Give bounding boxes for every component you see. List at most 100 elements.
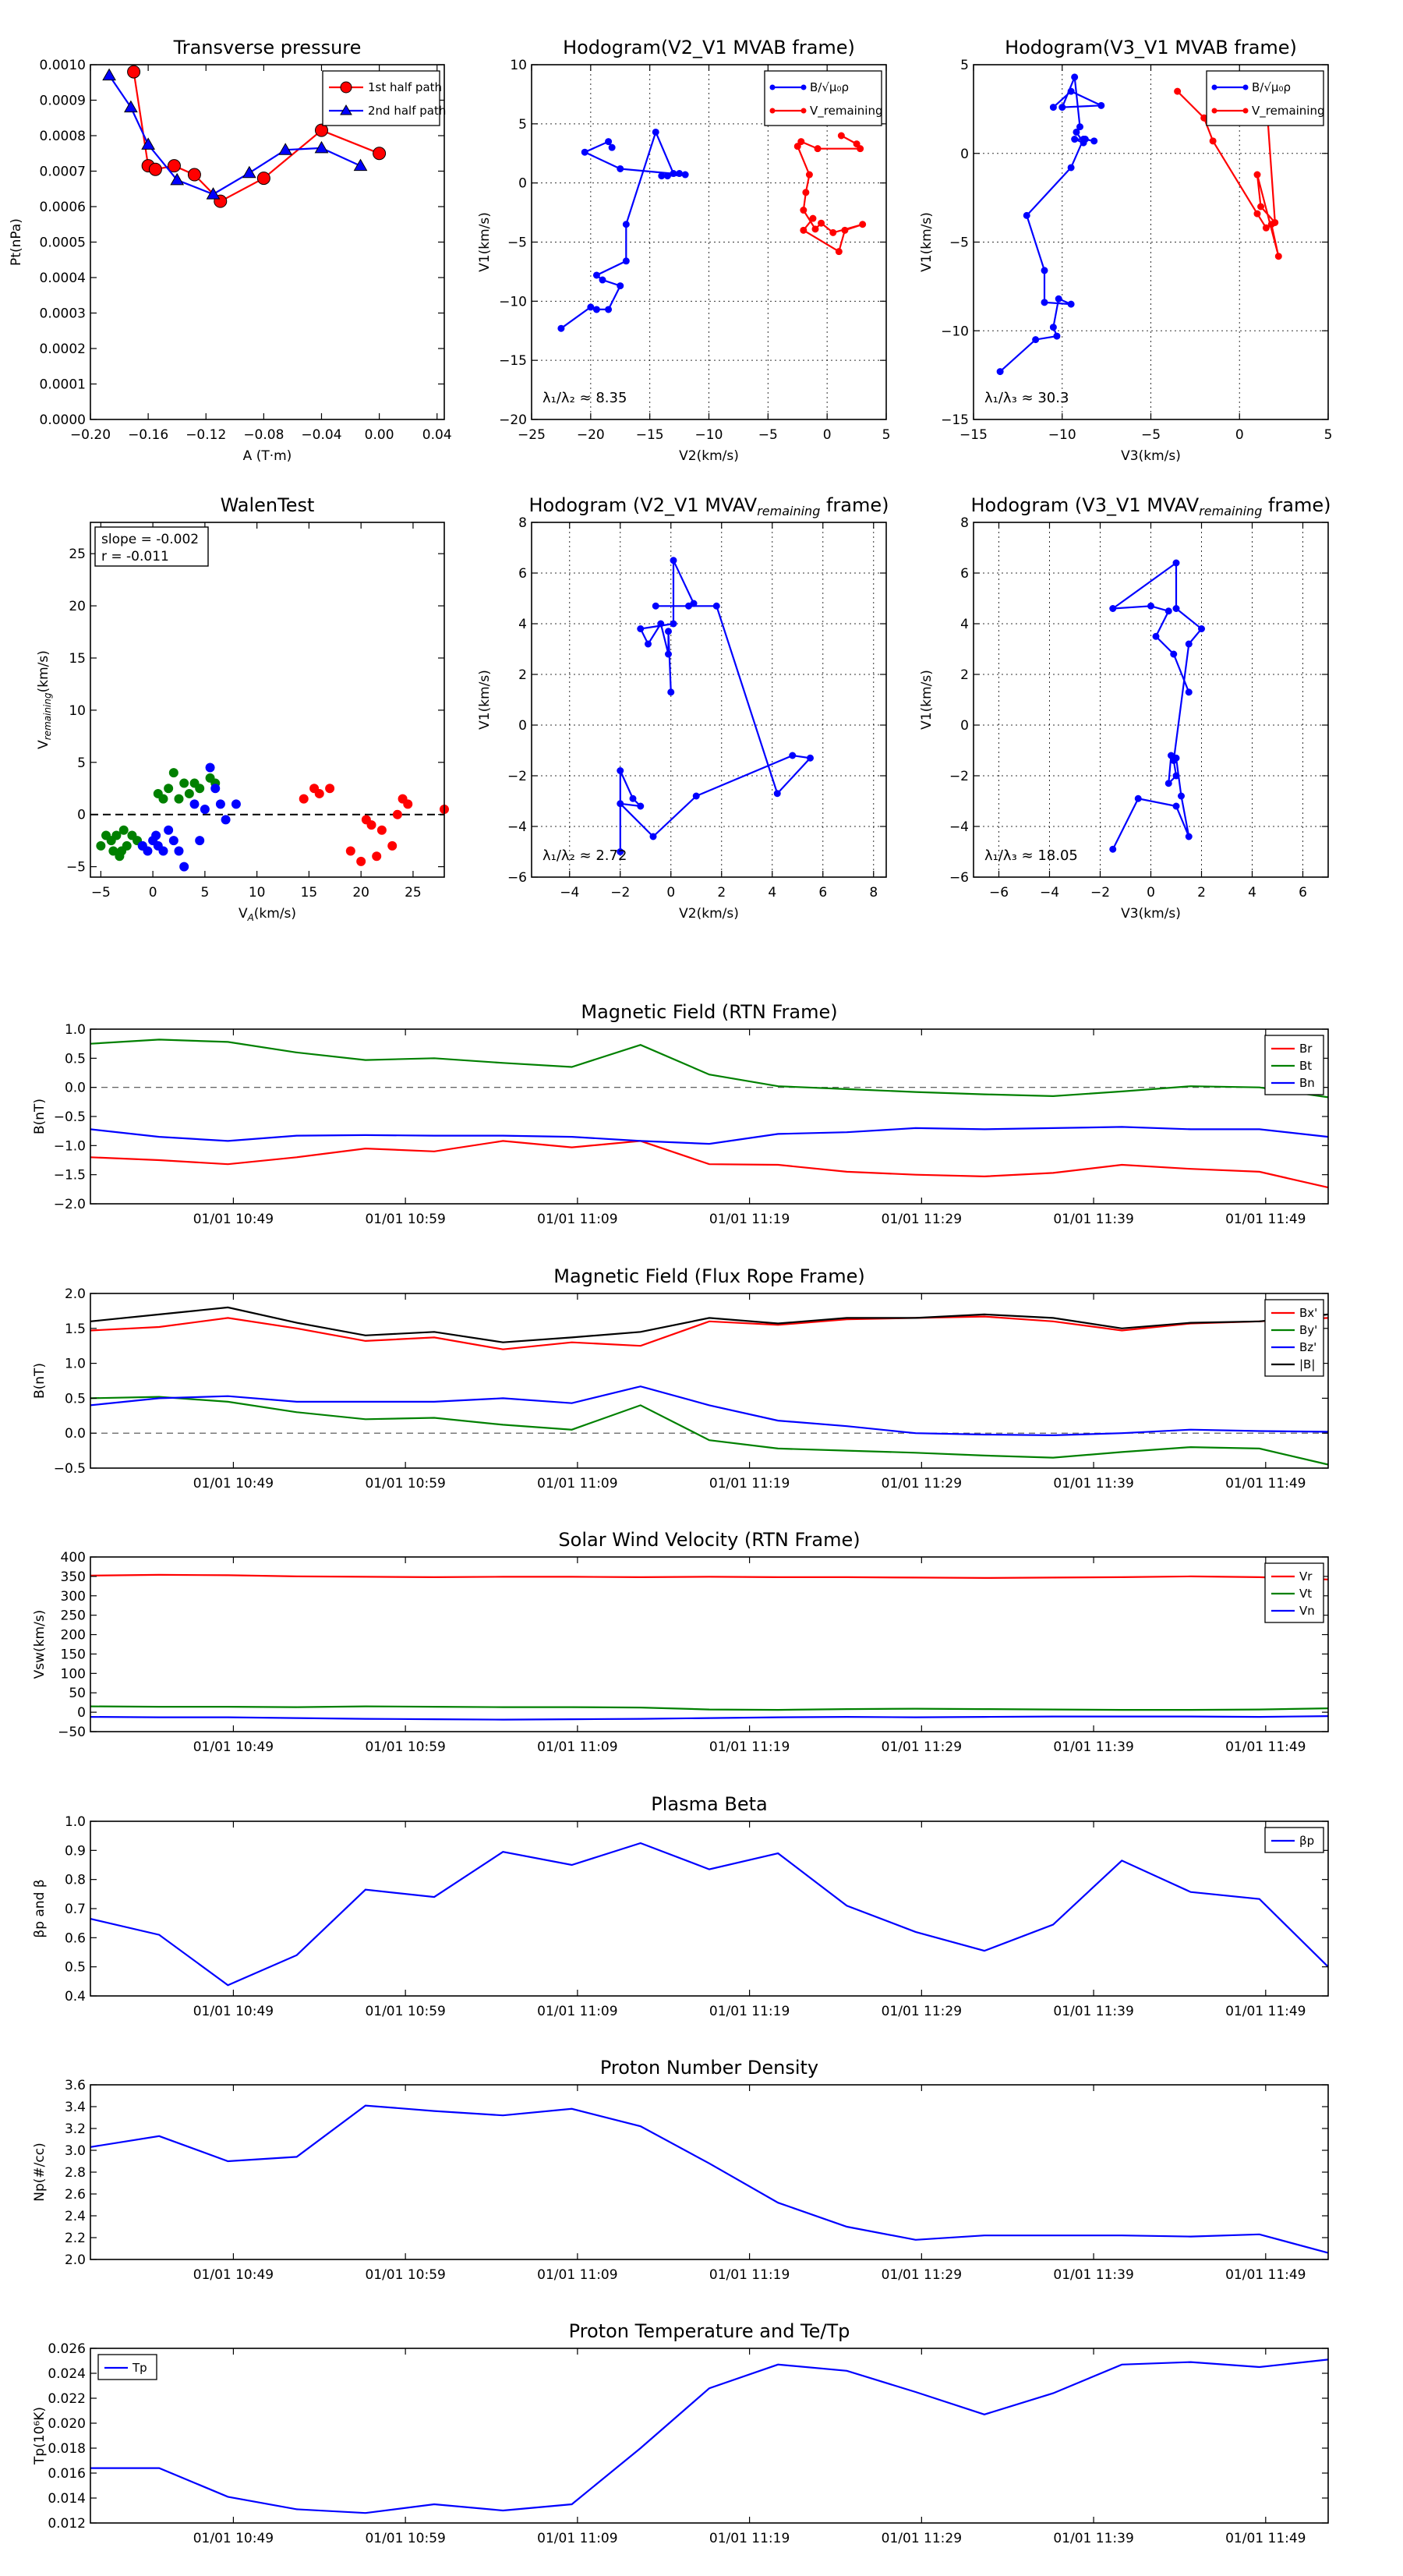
plasma-beta-series-0-line <box>90 1842 1329 1987</box>
hodogram-v2-v1-mvab-series-1-point-5 <box>793 143 801 150</box>
walen-test-series-2-point-4 <box>345 846 355 856</box>
hodogram-v3-v1-mvab-ytick-label-0: −15 <box>941 412 969 428</box>
magnetic-field-rtn-title: Magnetic Field (RTN Frame) <box>581 1001 837 1023</box>
magnetic-field-rtn-xtick-label-3: 01/01 11:19 <box>709 1212 790 1227</box>
hodogram-v2-v1-mvav-ytick-label-1: −4 <box>507 819 527 835</box>
proton-number-density-ytick-label-7: 3.4 <box>65 2100 86 2115</box>
plasma-beta-xtick-label-6: 01/01 11:49 <box>1225 2004 1306 2019</box>
solar-wind-velocity-ylabel: Vsw(km/s) <box>32 1610 48 1679</box>
hodogram-v2-v1-mvav-xtick-label-0: −4 <box>560 885 579 901</box>
transverse-pressure-series-0-point-3 <box>167 159 181 173</box>
walen-test-xtick-label-0: −5 <box>91 885 111 901</box>
hodogram-v3-v1-mvav-series-0 <box>1109 559 1205 853</box>
magnetic-field-rtn-series-0 <box>90 1140 1329 1189</box>
transverse-pressure-ytick-label-1: 0.0001 <box>40 377 86 393</box>
hodogram-v2-v1-mvab-series-1-point-0 <box>837 132 845 140</box>
hodogram-v2-v1-mvab-series-0-point-12 <box>658 172 666 180</box>
hodogram-v2-v1-mvab-ylabel: V1(km/s) <box>477 212 493 272</box>
hodogram-v2-v1-mvab-series-0-point-18 <box>608 143 616 151</box>
hodogram-v3-v1-mvab-series-0-point-4 <box>1055 295 1062 303</box>
proton-temperature-ytick-label-4: 0.020 <box>48 2416 86 2432</box>
magnetic-field-rtn-series-2 <box>90 1126 1329 1145</box>
hodogram-v2-v1-mvav-series-0-point-1 <box>617 767 624 774</box>
transverse-pressure-xtick-label-6: 0.04 <box>422 427 452 443</box>
hodogram-v2-v1-mvab-series-1-point-12 <box>859 221 867 228</box>
walen-test-title: WalenTest <box>221 494 315 516</box>
walen-test-series-2-point-5 <box>356 856 366 866</box>
magnetic-field-rtn-xtick-label-0: 01/01 10:49 <box>193 1212 274 1227</box>
plasma-beta-xtick-label-5: 01/01 11:39 <box>1053 2004 1133 2019</box>
proton-number-density-xtick-label-6: 01/01 11:49 <box>1225 2267 1306 2283</box>
hodogram-v2-v1-mvab-xtick-label-6: 5 <box>882 427 891 443</box>
hodogram-v3-v1-mvav-series-0-line <box>1110 561 1203 850</box>
proton-temperature-ytick-label-1: 0.014 <box>48 2491 86 2507</box>
hodogram-v3-v1-mvab-panel: Hodogram(V3_V1 MVAB frame) −15 −10 −5 0 5 −15 −… <box>919 37 1332 464</box>
solar-wind-velocity-ytick-label-6: 250 <box>61 1608 86 1624</box>
hodogram-v3-v1-mvav-series-0-point-0 <box>1109 845 1117 853</box>
magnetic-field-flux-rope-ytick-label-5: 2.0 <box>65 1286 86 1302</box>
hodogram-v3-v1-mvav-xtick-label-4: 2 <box>1197 885 1206 901</box>
solar-wind-velocity-ytick-label-9: 400 <box>61 1550 86 1566</box>
solar-wind-velocity-xtick-label-5: 01/01 11:39 <box>1053 1739 1133 1755</box>
magnetic-field-flux-rope-legend-label-2: Bz' <box>1299 1340 1316 1354</box>
proton-number-density-xtick-label-0: 01/01 10:49 <box>193 2267 274 2283</box>
magnetic-field-rtn-ytick-label-1: −1.5 <box>54 1168 86 1184</box>
walen-test-series-0-point-13 <box>158 794 168 804</box>
proton-number-density-frame <box>90 2084 1329 2260</box>
magnetic-field-rtn-ytick-label-0: −2.0 <box>54 1197 86 1212</box>
hodogram-v3-v1-mvab-series-0-point-1 <box>1032 336 1040 344</box>
hodogram-v3-v1-mvab-series-0-point-2 <box>1053 332 1061 340</box>
walen-test-series-1-point-11 <box>195 836 205 846</box>
transverse-pressure-legend-marker-1 <box>340 104 352 115</box>
proton-number-density-ytick-label-6: 3.2 <box>65 2121 86 2137</box>
magnetic-field-rtn-legend-label-2: Bn <box>1299 1076 1315 1090</box>
hodogram-v2-v1-mvab-series-0-point-16 <box>581 148 588 156</box>
hodogram-v2-v1-mvav-series-0-point-5 <box>649 833 657 840</box>
magnetic-field-flux-rope-xtick-label-3: 01/01 11:19 <box>709 1476 790 1491</box>
solar-wind-velocity-series-0-line <box>90 1573 1329 1580</box>
hodogram-v3-v1-mvab-xtick-label-3: 0 <box>1235 427 1244 443</box>
proton-temperature-ytick-label-3: 0.018 <box>48 2441 86 2457</box>
proton-number-density-title: Proton Number Density <box>600 2057 818 2079</box>
walen-test-series-1-point-16 <box>221 815 231 825</box>
hodogram-v2-v1-mvav-ytick-label-3: 0 <box>518 718 527 734</box>
hodogram-v2-v1-mvav-series-0-point-16 <box>637 625 645 632</box>
hodogram-v3-v1-mvab-ytick-label-2: −5 <box>949 235 969 251</box>
plasma-beta-title: Plasma Beta <box>651 1793 767 1815</box>
proton-temperature-ytick-label-0: 0.012 <box>48 2516 86 2532</box>
proton-temperature-xtick-label-2: 01/01 11:09 <box>537 2531 617 2546</box>
proton-temperature-xtick-label-5: 01/01 11:39 <box>1053 2531 1133 2546</box>
hodogram-v3-v1-mvav-xtick-label-2: −2 <box>1090 885 1110 901</box>
proton-temperature-ytick-label-2: 0.016 <box>48 2466 86 2482</box>
magnetic-field-rtn-series-2-line <box>90 1126 1329 1145</box>
magnetic-field-flux-rope-xtick-label-4: 01/01 11:29 <box>882 1476 962 1491</box>
hodogram-v2-v1-mvab-legend-marker-b-1 <box>800 108 807 114</box>
proton-temperature-frame <box>90 2348 1329 2524</box>
proton-temperature-ytick-label-5: 0.022 <box>48 2391 86 2407</box>
hodogram-v2-v1-mvab-series-1-point-10 <box>818 219 825 227</box>
solar-wind-velocity-ytick-label-1: 0 <box>77 1705 86 1721</box>
hodogram-v2-v1-mvab-ytick-label-6: 10 <box>510 58 527 73</box>
proton-number-density-ytick-label-5: 3.0 <box>65 2143 86 2159</box>
hodogram-v3-v1-mvab-legend-label-0: B/√μ₀ρ <box>1252 80 1291 94</box>
proton-number-density-panel: Proton Number Density 2.0 2.2 2.4 2.6 2.8 3.0 3… <box>32 2057 1329 2283</box>
solar-wind-velocity-legend-label-0: Vr <box>1299 1569 1313 1583</box>
transverse-pressure-ytick-label-8: 0.0008 <box>40 129 86 144</box>
proton-number-density-ytick-label-3: 2.6 <box>65 2187 86 2203</box>
walen-test-stats-box <box>94 526 209 567</box>
walen-test-series-2-point-9 <box>376 825 387 835</box>
hodogram-v2-v1-mvav-xtick-label-4: 4 <box>768 885 776 901</box>
hodogram-v3-v1-mvab-xtick-label-1: −10 <box>1048 427 1076 443</box>
hodogram-v2-v1-mvab-ytick-label-1: −15 <box>499 353 527 369</box>
solar-wind-velocity-ytick-label-2: 50 <box>69 1686 86 1701</box>
plasma-beta-legend-label-0: βp <box>1299 1834 1314 1848</box>
hodogram-v3-v1-mvav-annotation: λ₁/λ₃ ≈ 18.05 <box>984 847 1078 864</box>
hodogram-v2-v1-mvav-xtick-label-3: 2 <box>717 885 726 901</box>
solar-wind-velocity-xtick-label-6: 01/01 11:49 <box>1225 1739 1306 1755</box>
plasma-beta-ytick-label-2: 0.6 <box>65 1930 86 1946</box>
proton-number-density-series-0-line <box>90 2104 1329 2254</box>
transverse-pressure-xtick-label-1: −0.16 <box>128 427 168 443</box>
hodogram-v3-v1-mvab-series-0-point-5 <box>1067 300 1075 308</box>
hodogram-v3-v1-mvab-xtick-label-4: 5 <box>1324 427 1333 443</box>
solar-wind-velocity-legend: Vr Vt Vn <box>1264 1562 1324 1623</box>
